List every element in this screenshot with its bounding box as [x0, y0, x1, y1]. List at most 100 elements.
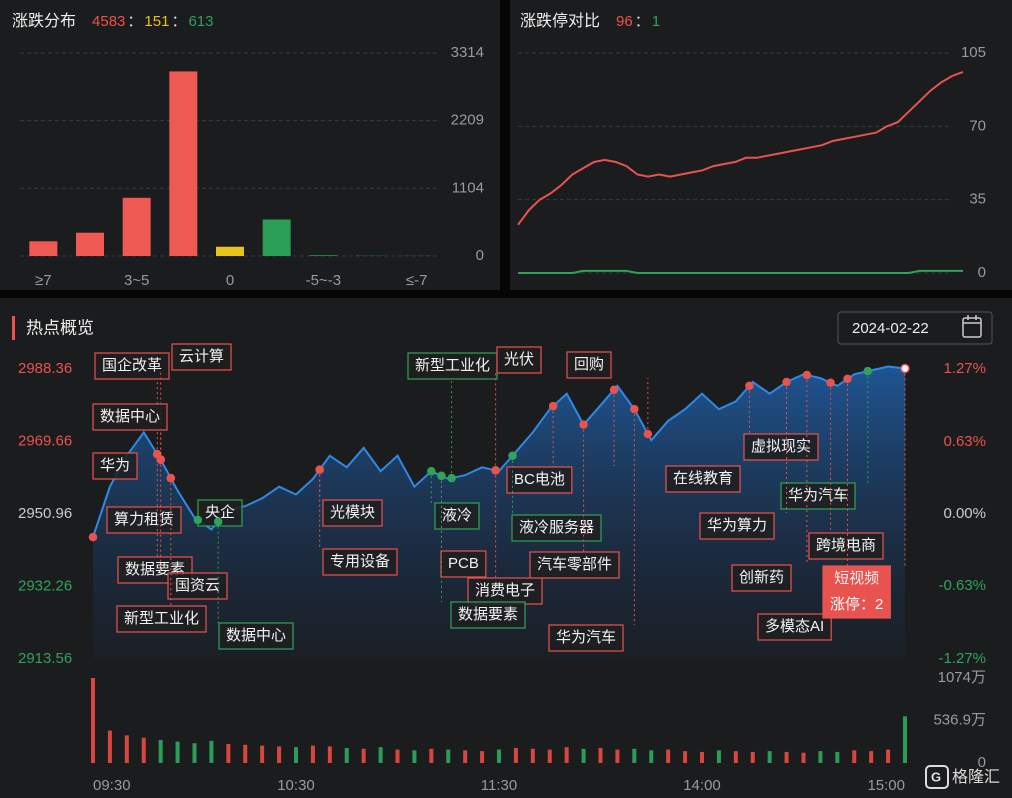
watermark-logo: [925, 765, 949, 789]
bar: [262, 219, 291, 256]
tag[interactable]: 回购: [566, 351, 612, 379]
tag[interactable]: 新型工业化: [407, 352, 498, 380]
tag-box: [218, 622, 294, 650]
tag[interactable]: 国企改革: [94, 352, 170, 380]
volume-bar: [361, 748, 366, 763]
tag-box: [566, 351, 612, 379]
volume-bar: [294, 747, 298, 763]
tag[interactable]: 华为汽车: [548, 624, 624, 652]
tag-box: [92, 403, 168, 431]
marker-dot: [193, 515, 203, 525]
marker-dot: [548, 401, 558, 411]
tag-label: 数据中心: [226, 627, 286, 644]
y-tick-label: 2950.96: [18, 505, 72, 522]
separator: ：: [171, 13, 186, 30]
line: [517, 70, 964, 226]
volume-bar: [513, 747, 518, 763]
date-picker[interactable]: 2024-02-22: [837, 311, 993, 345]
tag-box: [167, 572, 228, 600]
tag[interactable]: 多模态AI: [757, 613, 832, 641]
volume-bar: [310, 745, 315, 763]
tag[interactable]: 创新药: [731, 564, 792, 592]
y-tick-label: 0: [476, 247, 484, 264]
tag-label: 光模块: [330, 504, 375, 521]
y-tick-label: 35: [969, 191, 986, 208]
y-tick-label: 3314: [451, 44, 484, 61]
tag[interactable]: 消费电子: [467, 577, 543, 605]
volume-bar: [835, 751, 840, 763]
tag-box: [92, 452, 138, 480]
bar: [169, 71, 198, 256]
volume-bar: [497, 749, 501, 763]
tag[interactable]: 数据要素: [450, 601, 526, 629]
volume-bar: [243, 744, 248, 763]
volume-bar: [344, 747, 349, 763]
volume-tick-label: 0: [978, 754, 986, 771]
tag[interactable]: 数据中心: [92, 403, 168, 431]
volume-bar: [666, 749, 671, 763]
tag[interactable]: 光模块: [322, 499, 383, 527]
y-tick-label: 105: [961, 44, 986, 61]
marker-dot: [437, 471, 446, 481]
tag-label: 光伏: [504, 351, 534, 368]
volume-bar: [277, 746, 282, 763]
tag-label: 华为汽车: [788, 487, 848, 504]
marker-dot: [166, 473, 176, 483]
tag-box: [529, 551, 620, 579]
volume-bar: [886, 749, 891, 763]
tag[interactable]: 云计算: [171, 343, 232, 371]
tag[interactable]: 新型工业化: [116, 605, 207, 633]
tag[interactable]: 汽车零部件: [529, 551, 620, 579]
tag[interactable]: 专用设备: [322, 548, 398, 576]
tag[interactable]: 液冷: [434, 502, 480, 530]
tag[interactable]: 跨境电商: [808, 532, 884, 560]
tag[interactable]: 光伏: [496, 346, 542, 374]
tag[interactable]: 华为算力: [699, 512, 775, 540]
marker-dot: [427, 466, 436, 476]
tag[interactable]: 华为汽车: [780, 482, 856, 510]
volume-bar: [412, 750, 417, 763]
volume-bar: [700, 751, 704, 763]
y-tick-label: 0: [978, 264, 986, 281]
tag-label: 汽车零部件: [537, 556, 612, 573]
tag[interactable]: 在线教育: [665, 465, 741, 493]
tag[interactable]: 液冷服务器: [511, 514, 602, 542]
tag[interactable]: PCB: [440, 550, 487, 578]
volume-bar: [581, 748, 586, 763]
volume-bar: [378, 747, 383, 763]
y-tick-label: 2969.66: [18, 432, 72, 449]
tag[interactable]: 国资云: [167, 572, 228, 600]
y-tick-label: 2932.26: [18, 577, 72, 594]
tag[interactable]: 华为: [92, 452, 138, 480]
tag-label: 消费电子: [475, 582, 535, 599]
tag-box: [117, 556, 193, 584]
tag[interactable]: 虚拟现实: [743, 433, 819, 461]
watermark: G 格隆汇: [925, 765, 1000, 789]
bar: [122, 197, 151, 256]
calendar-icon[interactable]: [962, 317, 982, 338]
volume-bar: [869, 751, 874, 763]
tag-box: [822, 565, 891, 619]
volume-bar: [260, 745, 265, 763]
line: [518, 269, 963, 274]
tag-box: [94, 352, 170, 380]
marker-dot: [315, 465, 324, 474]
marker-dot: [156, 455, 165, 464]
volume-bar: [480, 751, 485, 763]
date-text[interactable]: 2024-02-22: [852, 320, 929, 337]
tag-label: PCB: [448, 555, 479, 572]
tag[interactable]: 数据中心: [218, 622, 294, 650]
date-box[interactable]: [837, 311, 993, 345]
tag[interactable]: BC电池: [506, 466, 573, 494]
tag-box: [548, 624, 624, 652]
x-tick-label: 15:00: [867, 777, 905, 794]
x-tick-label: -5~-3: [306, 272, 341, 289]
tag-label: 数据要素: [458, 606, 518, 623]
tag[interactable]: 算力租赁: [106, 506, 182, 534]
tag-label: 液冷: [442, 507, 472, 524]
tag-box: [116, 605, 207, 633]
marker-dot: [826, 378, 835, 388]
x-tick-label: 10:30: [277, 777, 315, 794]
volume-bar: [716, 750, 721, 763]
